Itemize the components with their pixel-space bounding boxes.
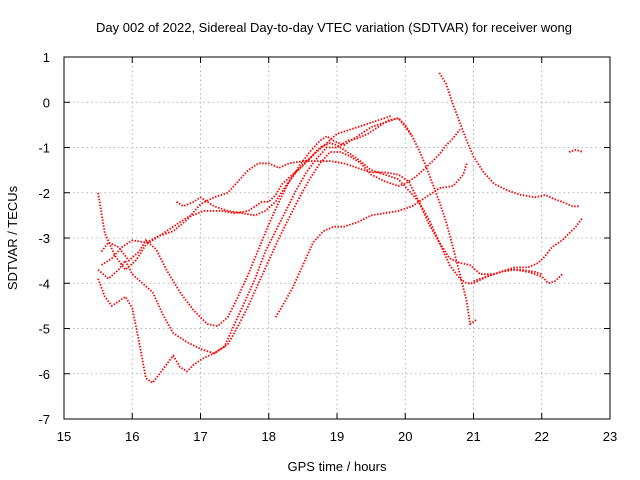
series-track-a — [97, 142, 563, 285]
y-tick-labels: 1 0 -1 -2 -3 -4 -5 -6 -7 — [38, 50, 50, 427]
y-tick-label: -7 — [38, 412, 50, 427]
y-axis-label: SDTVAR / TECUs — [5, 185, 20, 290]
series-track-b — [97, 117, 478, 385]
series-track-e — [101, 160, 543, 276]
series-track-h — [438, 72, 580, 208]
data-series — [97, 72, 584, 385]
series-track-c — [97, 128, 461, 355]
x-tick-label: 16 — [125, 429, 139, 444]
x-tick-label: 23 — [603, 429, 617, 444]
series-track-d — [100, 117, 413, 328]
series-track-i — [473, 217, 584, 282]
y-tick-label: 1 — [43, 50, 50, 65]
y-tick-label: 0 — [43, 95, 50, 110]
series-track-j — [568, 148, 583, 153]
y-tick-label: -4 — [38, 276, 50, 291]
y-tick-label: -6 — [38, 367, 50, 382]
plot-frame — [63, 56, 611, 420]
x-tick-labels: 15 16 17 18 19 20 21 22 23 — [57, 429, 617, 444]
gridlines — [64, 57, 610, 419]
series-track-g — [274, 163, 468, 318]
y-tick-label: -3 — [38, 231, 50, 246]
x-axis-label: GPS time / hours — [288, 459, 387, 474]
y-tick-label: -5 — [38, 322, 50, 337]
y-tick-label: -2 — [38, 186, 50, 201]
x-tick-label: 17 — [193, 429, 207, 444]
y-tick-label: -1 — [38, 141, 50, 156]
series-track-f — [176, 114, 392, 217]
x-tick-label: 22 — [535, 429, 549, 444]
x-tick-label: 21 — [466, 429, 480, 444]
x-tick-label: 19 — [330, 429, 344, 444]
x-tick-label: 18 — [262, 429, 276, 444]
x-tick-label: 15 — [57, 429, 71, 444]
x-tick-label: 20 — [398, 429, 412, 444]
chart-title: Day 002 of 2022, Sidereal Day-to-day VTE… — [96, 20, 572, 35]
